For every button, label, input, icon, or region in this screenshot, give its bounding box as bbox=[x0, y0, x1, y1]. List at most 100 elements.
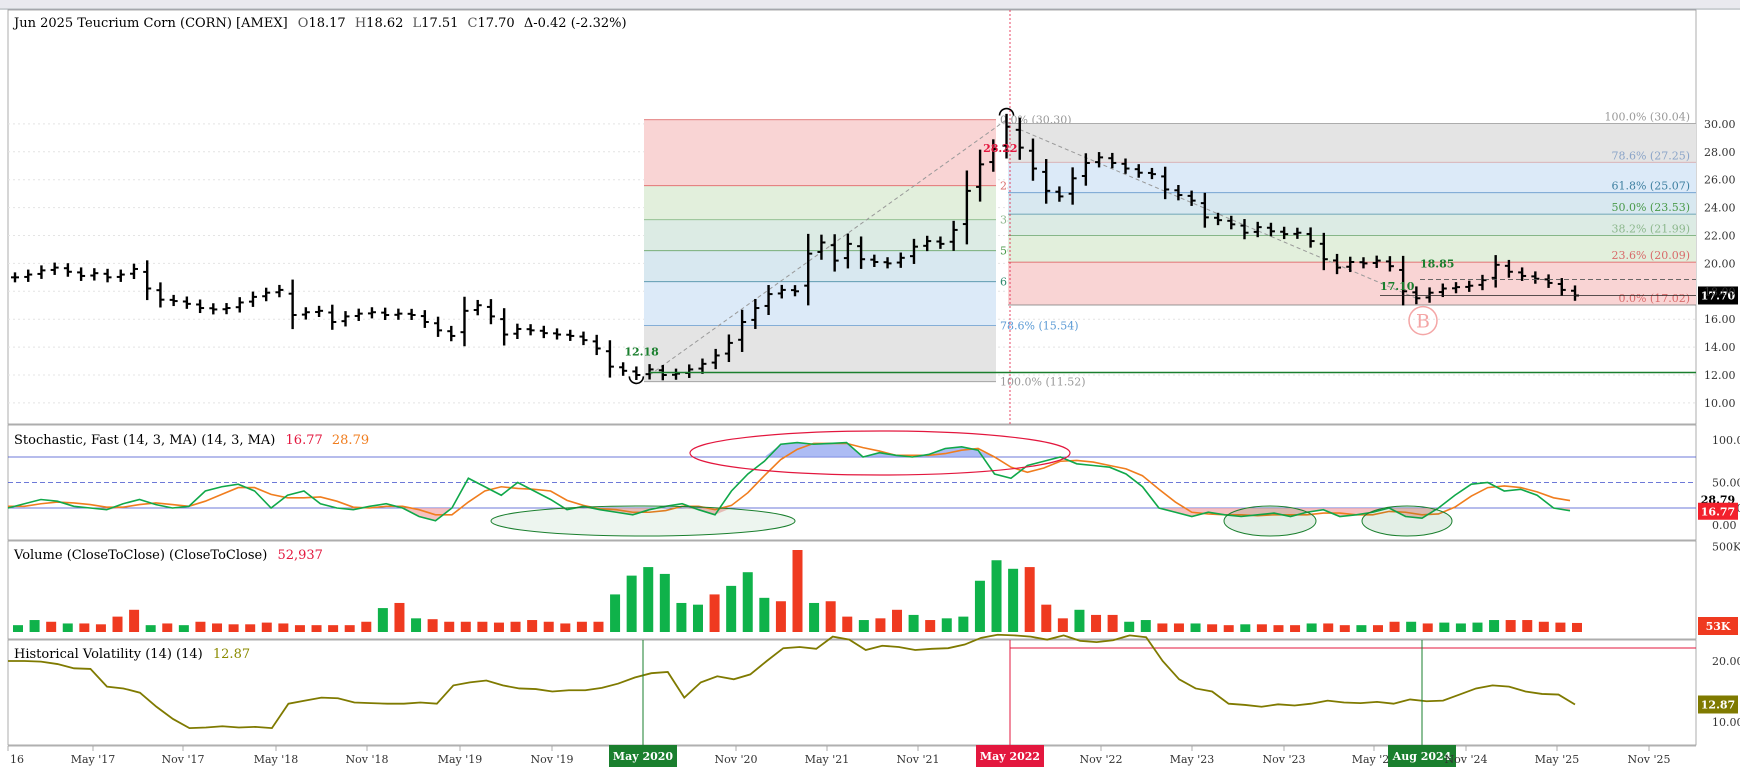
stochastic-k-line bbox=[7, 441, 1571, 522]
overbought-ellipse bbox=[689, 430, 1071, 476]
date-tick-label: May '24 bbox=[1352, 753, 1397, 766]
volume-bar bbox=[858, 620, 869, 632]
fib-left-zone bbox=[644, 185, 996, 220]
volatility-last-label: 12.87 bbox=[1701, 698, 1735, 711]
volume-bar bbox=[1555, 622, 1566, 632]
volatility-title: Historical Volatility (14) (14) 12.87 bbox=[14, 647, 250, 662]
volume-bar bbox=[361, 621, 372, 632]
volume-bar bbox=[1157, 623, 1168, 632]
fib-left-zone bbox=[644, 219, 996, 251]
volume-bar bbox=[1455, 623, 1466, 632]
volume-bar bbox=[1439, 622, 1450, 632]
volume-bar bbox=[643, 567, 654, 632]
price-tick-label: 30.00 bbox=[1704, 118, 1736, 131]
volume-bar bbox=[195, 621, 206, 632]
date-tick-label: Nov '17 bbox=[162, 753, 205, 766]
oversold-ellipse-2023 bbox=[1223, 505, 1317, 537]
volume-bar bbox=[1323, 623, 1334, 632]
trend-line-up bbox=[649, 119, 1007, 376]
volume-bar bbox=[1372, 625, 1383, 632]
volume-bar bbox=[228, 624, 239, 632]
fib-right-label: 78.6% (27.25) bbox=[1611, 149, 1690, 162]
volume-panel: 500K 53K Volume (CloseToClose) (CloseToCl… bbox=[7, 541, 1740, 640]
price-tick-label: 14.00 bbox=[1704, 341, 1736, 354]
volume-bar bbox=[13, 625, 23, 632]
volume-bar bbox=[1306, 623, 1317, 632]
volume-bar bbox=[925, 620, 936, 632]
date-tick-label: Nov '19 bbox=[531, 753, 574, 766]
volume-bar bbox=[129, 609, 140, 632]
volume-bar bbox=[1223, 625, 1234, 632]
volume-bar bbox=[493, 622, 504, 632]
stochastic-k-tag bbox=[1698, 502, 1738, 520]
volume-bar bbox=[344, 625, 355, 632]
price-tick-label: 26.00 bbox=[1704, 174, 1736, 187]
price-tick-label: 24.00 bbox=[1704, 202, 1736, 215]
volume-bar bbox=[162, 623, 173, 632]
highlighted-date-box bbox=[609, 745, 677, 767]
volume-bar bbox=[543, 621, 554, 632]
volume-content: 500K 53K bbox=[13, 541, 1740, 635]
volume-bar bbox=[1091, 614, 1102, 632]
volume-bar bbox=[29, 620, 40, 632]
volume-bar bbox=[79, 623, 90, 632]
last-price-label: 17.70 bbox=[1701, 289, 1736, 302]
volume-last-tag bbox=[1698, 617, 1738, 635]
stochastic-tick-label: 50.00 bbox=[1712, 477, 1740, 490]
stochastic-overbought-fill bbox=[8, 442, 1570, 457]
volume-bar bbox=[427, 619, 438, 632]
chart-title: Jun 2025 Teucrium Corn (CORN) [AMEX] O18… bbox=[12, 16, 627, 31]
high-annotation: 28.22 bbox=[983, 142, 1017, 155]
volume-bar bbox=[394, 602, 405, 632]
volume-bar bbox=[775, 601, 786, 632]
b-marker-circle bbox=[1408, 305, 1438, 336]
volume-bar bbox=[759, 597, 770, 632]
price-panel: 0.0% (30.30)23.6% (25.57)38.2% (23.13)50… bbox=[7, 9, 1738, 425]
volume-bar bbox=[875, 618, 886, 632]
volume-bar bbox=[95, 624, 106, 632]
date-tick-label: 16 bbox=[10, 753, 24, 766]
volume-bar bbox=[1406, 621, 1417, 632]
fib-right-zone bbox=[1008, 262, 1696, 305]
volume-bar bbox=[261, 622, 272, 632]
stochastic-title: Stochastic, Fast (14, 3, MA) (14, 3, MA)… bbox=[14, 433, 369, 448]
volume-bar bbox=[145, 625, 156, 632]
fib-right-label: 38.2% (21.99) bbox=[1611, 223, 1690, 236]
price-tick-label: 28.00 bbox=[1704, 146, 1736, 159]
volume-bar bbox=[1008, 568, 1019, 632]
volume-bar bbox=[178, 625, 189, 632]
date-tick-label: Nov '21 bbox=[897, 753, 940, 766]
volume-bar bbox=[1489, 620, 1500, 632]
volume-bar bbox=[311, 625, 322, 632]
volume-bar bbox=[1057, 618, 1068, 632]
price-bars: 12.18 28.22 18.85 17.10 B 17.70 bbox=[11, 10, 1738, 424]
volume-bar bbox=[1107, 614, 1118, 632]
volume-bar bbox=[1041, 604, 1052, 632]
high-marker bbox=[998, 107, 1015, 116]
volatility-last-tag bbox=[1698, 695, 1738, 714]
volume-bar bbox=[1124, 621, 1135, 632]
volume-bar bbox=[908, 614, 919, 632]
volume-bar bbox=[593, 621, 604, 632]
volume-bar bbox=[278, 623, 289, 632]
date-axis: 16 May '17 Nov '17 May '18 Nov '18 May '19 Nov… bbox=[7, 745, 1696, 767]
oversold-ellipse-2024 bbox=[1361, 505, 1453, 537]
volume-bar bbox=[1538, 621, 1549, 632]
volume-bar bbox=[825, 601, 836, 632]
fib-right-zone bbox=[1008, 192, 1696, 215]
volume-bar bbox=[809, 602, 820, 632]
volume-bar bbox=[941, 618, 952, 632]
volume-bar bbox=[792, 550, 803, 632]
volume-bar bbox=[377, 608, 388, 632]
right-low-annotation: 17.10 bbox=[1380, 280, 1415, 293]
low-marker bbox=[628, 376, 645, 385]
volume-bar bbox=[294, 625, 305, 632]
volume-bar bbox=[659, 573, 670, 632]
volume-tick-label: 500K bbox=[1712, 541, 1740, 554]
stochastic-tick-label: 100.00 bbox=[1712, 434, 1740, 447]
price-tick-label: 12.00 bbox=[1704, 369, 1736, 382]
volume-bar bbox=[510, 621, 521, 632]
highlighted-date-label: May 2020 bbox=[613, 750, 673, 763]
volume-bar bbox=[626, 575, 637, 632]
volume-bar bbox=[477, 621, 488, 632]
